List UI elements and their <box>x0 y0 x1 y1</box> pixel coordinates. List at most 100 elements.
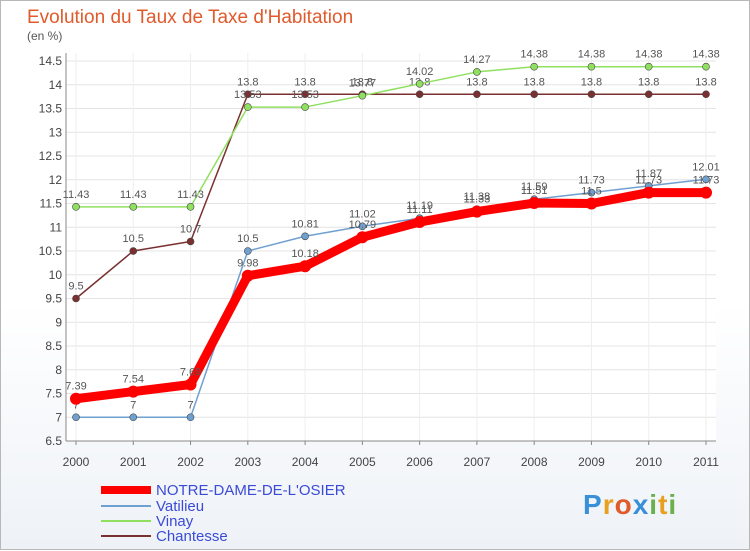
chart-subtitle: (en %) <box>27 29 63 43</box>
data-point <box>642 186 655 199</box>
data-label: 7.69 <box>180 366 201 378</box>
plot-area <box>66 53 716 441</box>
y-tick-label: 10 <box>49 268 63 282</box>
data-point <box>587 62 596 71</box>
legend-label: Vatilieu <box>156 497 205 515</box>
data-point <box>127 385 140 398</box>
data-label: 11.87 <box>635 168 662 180</box>
data-label: 9.98 <box>237 258 258 270</box>
data-label: 13.8 <box>523 76 544 88</box>
data-point <box>530 90 538 99</box>
data-point <box>356 231 369 244</box>
series-line <box>75 93 707 300</box>
y-tick-label: 11.5 <box>40 197 63 211</box>
logo-letter: i <box>668 489 678 520</box>
x-tick-label: 2010 <box>635 455 662 469</box>
data-label: 11.11 <box>407 204 433 216</box>
x-tick-label: 2007 <box>464 455 491 469</box>
legend-item: Chantesse <box>101 527 228 545</box>
series-line <box>75 65 707 208</box>
data-point <box>702 62 710 71</box>
data-point <box>72 203 80 211</box>
legend-item: Vinay <box>101 512 194 530</box>
data-point <box>299 260 312 273</box>
data-label: 7 <box>73 399 79 411</box>
legend-swatch <box>101 505 151 507</box>
data-label: 11.5 <box>581 186 602 198</box>
data-point <box>358 91 367 100</box>
legend-label: Vinay <box>156 512 194 530</box>
data-label: 10.18 <box>291 248 319 260</box>
chart-title: Evolution du Taux de Taxe d'Habitation <box>27 7 354 28</box>
legend-swatch <box>101 535 151 537</box>
logo-letter: i <box>649 489 659 520</box>
y-tick-label: 8.5 <box>45 339 62 353</box>
data-label: 11.02 <box>349 208 376 220</box>
data-point <box>301 90 309 99</box>
data-point <box>415 80 424 88</box>
data-label: 11.73 <box>578 175 605 187</box>
legend-swatch <box>101 520 151 522</box>
data-label: 11.51 <box>521 185 548 197</box>
data-point <box>72 294 80 303</box>
data-label: 13.8 <box>237 76 258 88</box>
data-label: 12.01 <box>692 161 720 173</box>
data-point <box>358 222 367 231</box>
data-point <box>644 90 653 99</box>
data-label: 10.81 <box>291 218 319 230</box>
legend-item: Vatilieu <box>101 497 205 515</box>
data-label: 13.77 <box>349 78 377 90</box>
logo-letter: t <box>658 489 669 520</box>
data-label: 14.27 <box>463 54 491 66</box>
data-label: 13.8 <box>638 76 659 88</box>
data-label: 7.54 <box>123 374 144 386</box>
y-tick-label: 13.5 <box>39 102 63 116</box>
data-label: 11.33 <box>464 194 491 206</box>
logo-letter: P <box>583 489 603 520</box>
series-line <box>71 188 711 404</box>
data-label: 13.8 <box>294 76 315 88</box>
y-tick-label: 14.5 <box>39 54 63 68</box>
y-tick-label: 13 <box>49 125 63 139</box>
data-label: 7.39 <box>65 381 86 393</box>
data-point <box>415 90 424 99</box>
y-tick-label: 9 <box>55 315 62 329</box>
y-tick-label: 9.5 <box>45 292 62 306</box>
x-tick-label: 2011 <box>693 455 719 469</box>
y-tick-label: 12 <box>49 173 63 187</box>
data-point <box>473 90 481 99</box>
x-tick-label: 2002 <box>177 455 204 469</box>
data-point <box>244 247 252 255</box>
series-line <box>75 178 707 418</box>
data-point <box>186 203 195 211</box>
data-point <box>470 205 483 218</box>
data-point <box>244 103 252 111</box>
data-label: 11.43 <box>177 189 204 201</box>
data-label: 10.5 <box>237 233 258 245</box>
data-point <box>530 62 538 71</box>
data-label: 11.73 <box>693 175 720 187</box>
data-label: 14.02 <box>406 66 434 78</box>
x-tick-label: 2009 <box>578 455 605 469</box>
data-label: 13.8 <box>695 76 716 88</box>
data-label: 14.38 <box>635 49 663 61</box>
data-point <box>129 413 138 422</box>
y-tick-label: 8 <box>55 363 62 377</box>
data-point <box>702 175 710 184</box>
data-label: 10.7 <box>180 224 201 236</box>
y-tick-label: 11 <box>50 220 63 234</box>
data-label: 11.43 <box>63 189 90 201</box>
data-point <box>301 232 309 241</box>
legend-label: Chantesse <box>156 527 228 545</box>
legend-label: NOTRE-DAME-DE-L'OSIER <box>156 481 346 499</box>
data-point <box>413 216 426 229</box>
y-tick-label: 12.5 <box>39 149 63 163</box>
data-label: 13.8 <box>466 76 487 88</box>
data-point <box>244 90 252 99</box>
data-label: 10.5 <box>123 233 144 245</box>
data-label: 14.38 <box>520 49 548 61</box>
logo-letter: x <box>632 489 650 520</box>
data-point <box>587 188 596 197</box>
data-label: 10.79 <box>349 219 377 231</box>
data-point <box>644 62 653 71</box>
